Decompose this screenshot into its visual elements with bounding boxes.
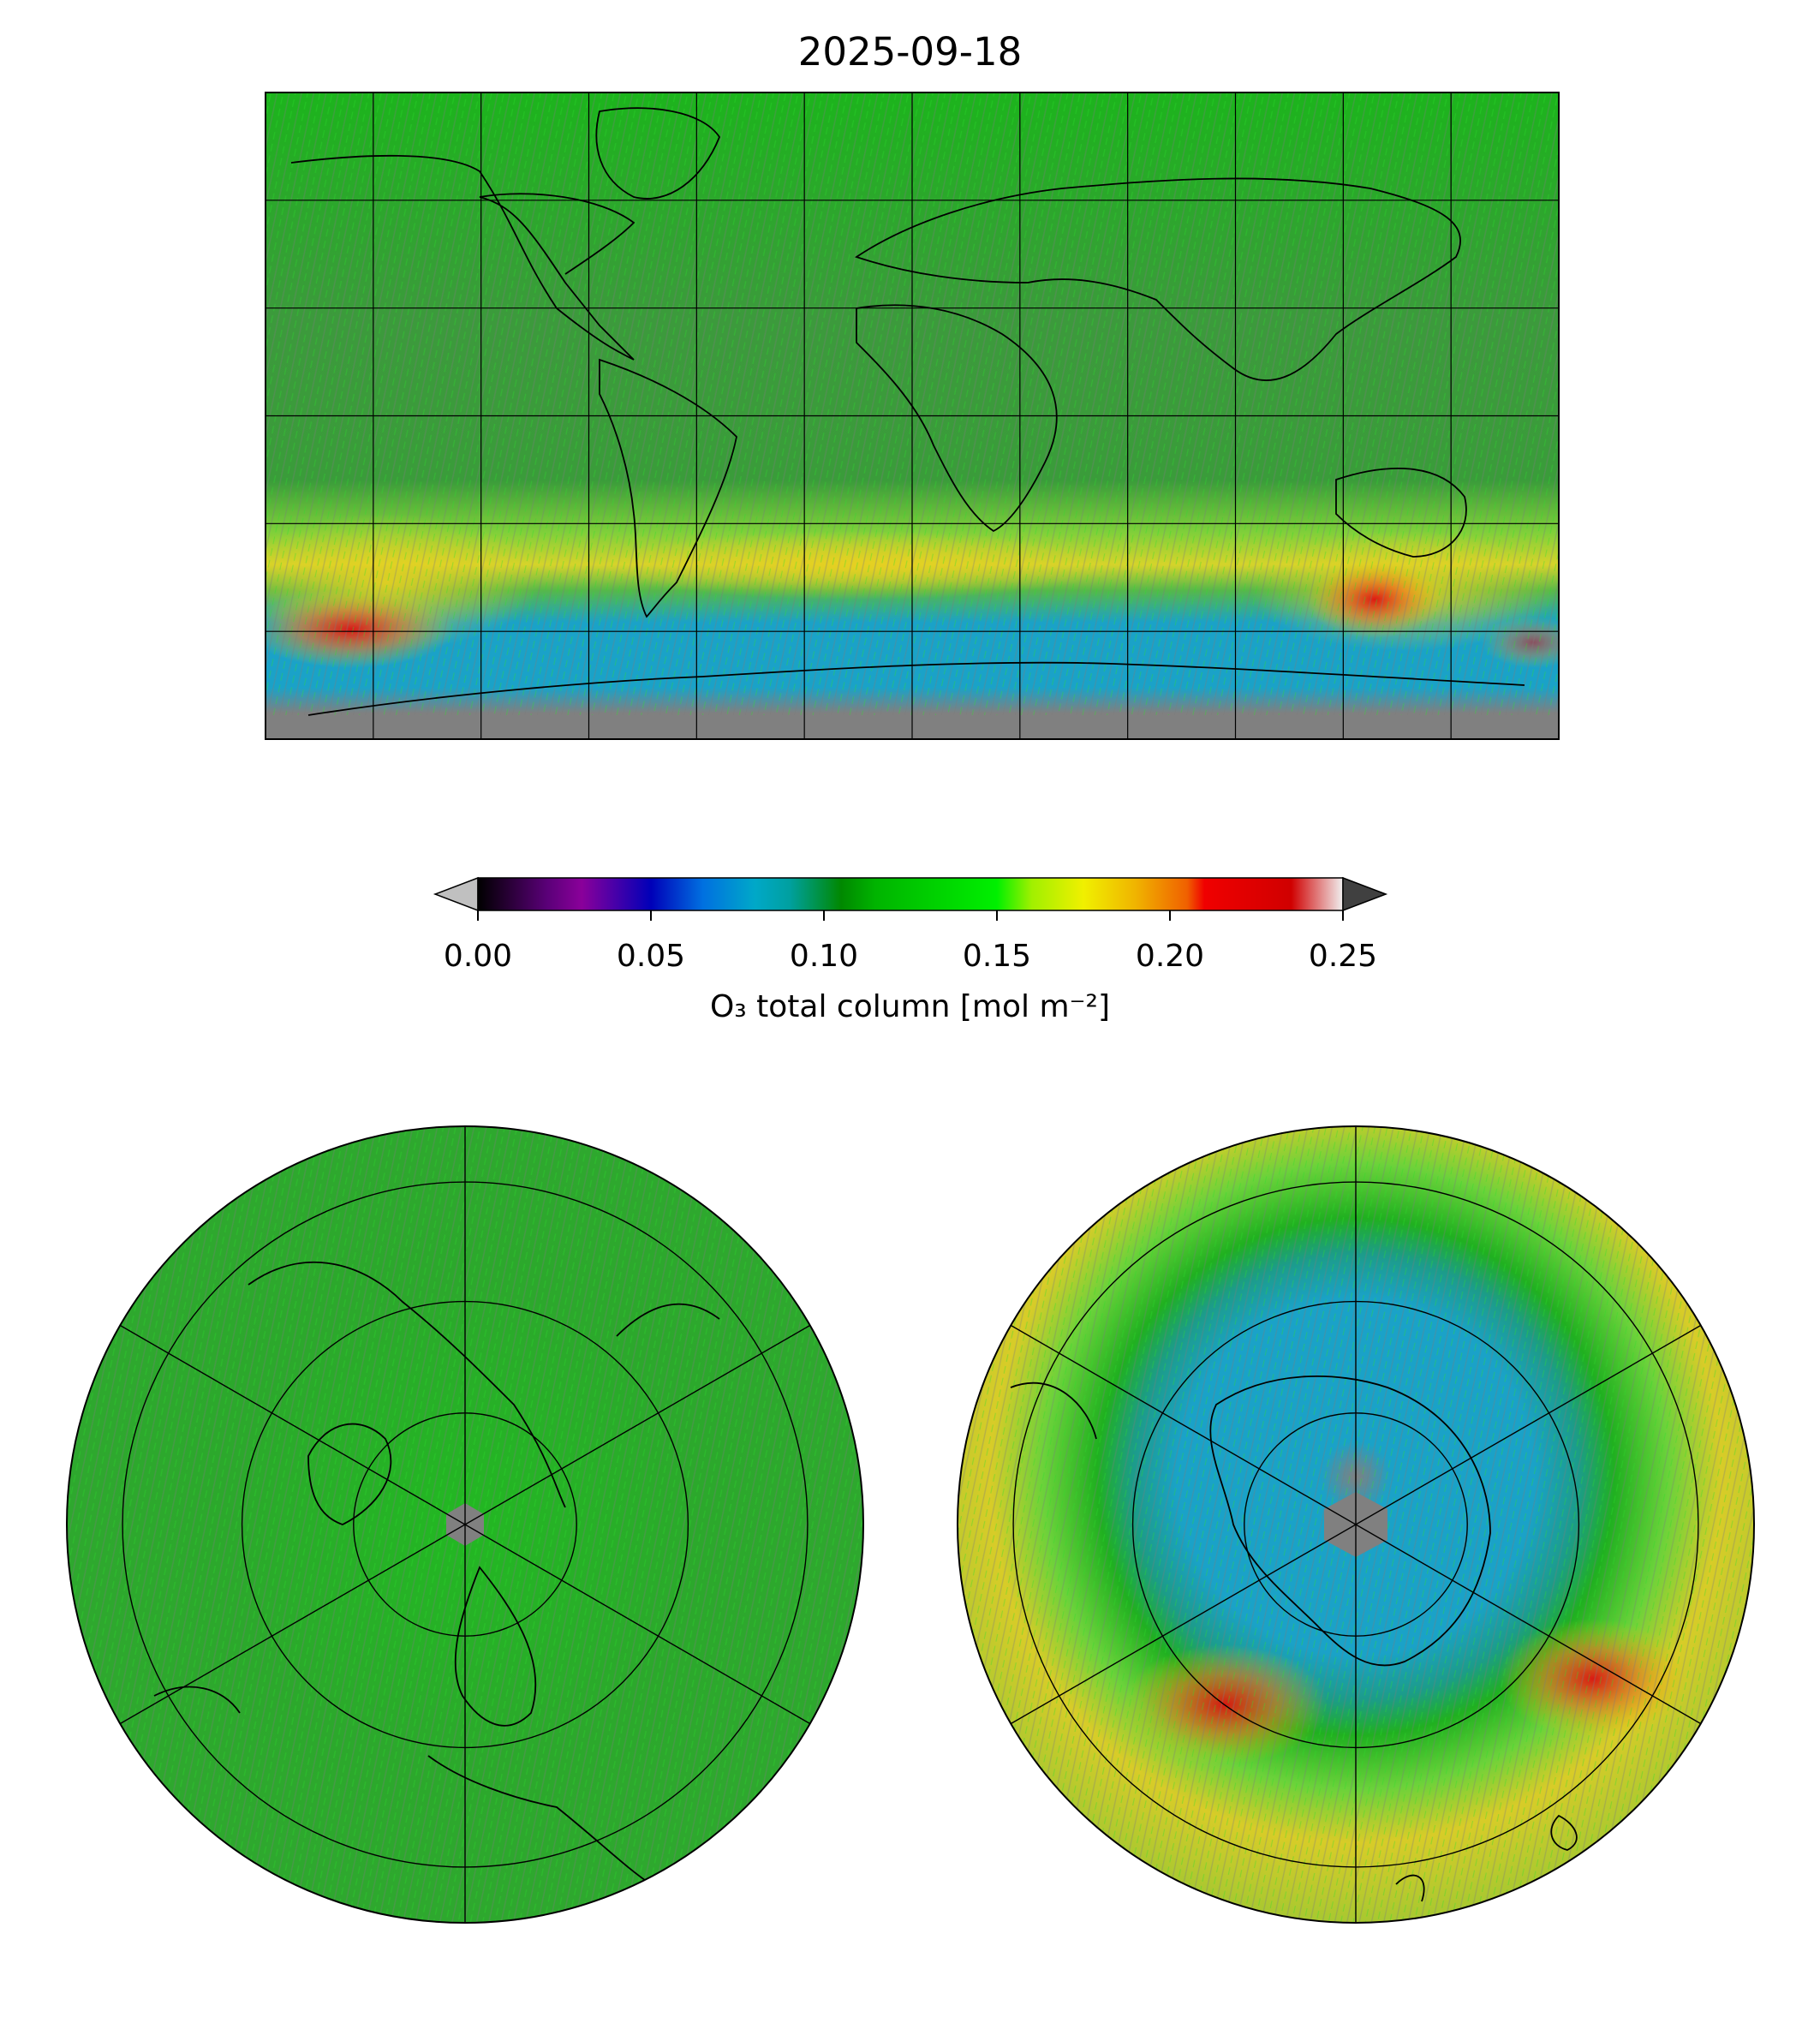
africa-coast [856, 304, 1058, 533]
colorbar-tick-label: 0.15 [962, 939, 1032, 974]
south-polar-coastlines [1010, 1375, 1578, 1902]
north-polar-gridlines [119, 1126, 811, 1923]
colorbar-bar [477, 877, 1344, 911]
eurasia-coast [854, 177, 1461, 381]
global-coastlines [290, 107, 1525, 716]
greenland-coast [595, 107, 721, 200]
figure-title: 2025-09-18 [797, 29, 1023, 75]
south-polar-ozone-map [957, 1125, 1755, 1924]
north-polar-coastlines [153, 1262, 720, 1885]
north-america-coast [290, 154, 635, 361]
south-polar-gridlines [1010, 1126, 1702, 1923]
colorbar-label: O₃ total column [mol m⁻²] [709, 989, 1111, 1024]
south-polar-frame [957, 1125, 1755, 1924]
colorbar-over-extension [1343, 878, 1386, 910]
colorbar-under-extension [435, 878, 478, 910]
antarctica-coast [307, 661, 1525, 716]
north-polar-ozone-map [66, 1125, 864, 1924]
colorbar-tick-label: 0.05 [616, 939, 686, 974]
meridian-line [119, 1324, 811, 1725]
colorbar [433, 876, 1388, 921]
colorbar-tick-label: 0.00 [443, 939, 513, 974]
global-ozone-map [265, 92, 1560, 740]
global-gridlines [266, 92, 1559, 739]
north-polar-frame [66, 1125, 864, 1924]
antarctica-outline [1209, 1375, 1491, 1667]
colorbar-tick-label: 0.10 [789, 939, 859, 974]
meridian-line [1010, 1324, 1702, 1725]
global-map-frame [265, 92, 1560, 740]
colorbar-tick-label: 0.25 [1308, 939, 1378, 974]
australia-coast [1335, 467, 1467, 558]
colorbar-tick-label: 0.20 [1135, 939, 1205, 974]
